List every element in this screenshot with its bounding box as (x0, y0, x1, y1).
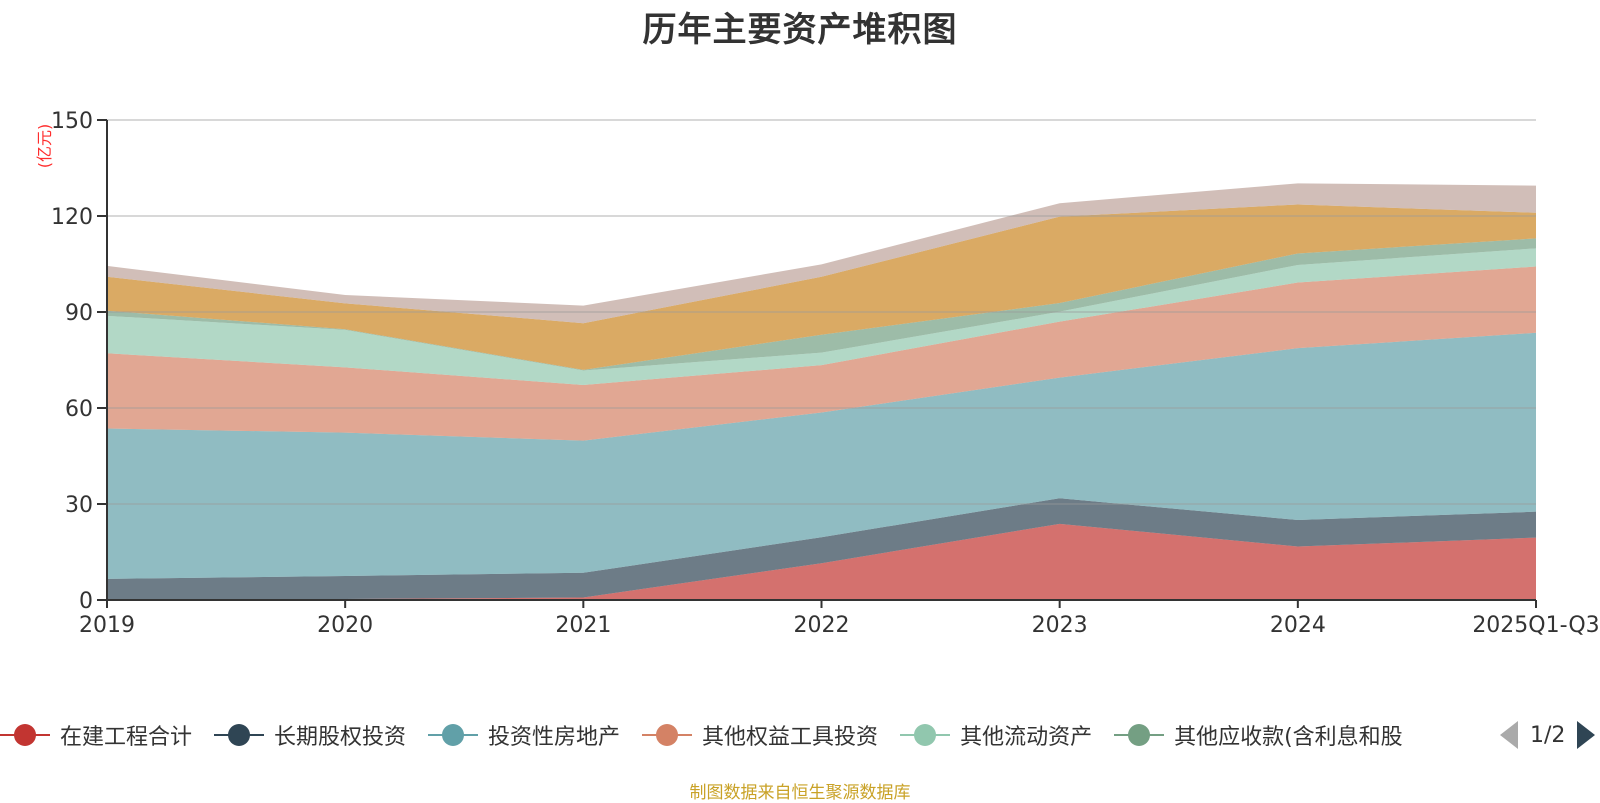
x-tick-label: 2024 (1270, 613, 1326, 638)
legend-item[interactable]: 其他权益工具投资 (642, 719, 878, 751)
legend-label: 其他权益工具投资 (702, 725, 879, 750)
y-tick-label: 30 (65, 493, 93, 518)
legend-marker-icon (214, 722, 265, 748)
legend-item[interactable]: 长期股权投资 (214, 719, 406, 751)
x-tick-label: 2025Q1-Q3 (1472, 613, 1599, 638)
y-tick-label: 150 (51, 109, 93, 134)
legend: 在建工程合计 长期股权投资 投资性房地产 其他权益工具投资 其他流动资产 其他应收款(含利… (0, 718, 1425, 752)
area-series-2 (107, 498, 1536, 600)
legend-page-indicator: 1/2 (1530, 722, 1566, 748)
legend-label: 在建工程合计 (60, 725, 193, 750)
data-source-note: 制图数据来自恒生聚源数据库 (689, 783, 911, 803)
legend-marker-icon (900, 722, 951, 748)
y-axis-unit-label: (亿元) (35, 124, 54, 169)
x-tick-label: 2020 (317, 613, 373, 638)
area-series-5 (107, 248, 1536, 385)
legend-marker-icon (642, 722, 693, 748)
chart-title: 历年主要资产堆积图 (642, 10, 958, 50)
legend-next-page-icon[interactable] (1577, 721, 1596, 749)
y-tick-label: 90 (65, 301, 93, 326)
legend-marker-icon (0, 722, 50, 748)
x-tick-label: 2021 (555, 613, 611, 638)
legend-label: 其他流动资产 (960, 725, 1093, 750)
legend-item[interactable]: 投资性房地产 (428, 719, 620, 751)
legend-item[interactable]: 在建工程合计 (0, 719, 192, 751)
y-tick-label: 120 (51, 205, 93, 230)
stacked-area-chart: 0 30 60 90 120 150 2019 2020 2021 2022 2023 2024 202… (35, 109, 1600, 638)
area-series-1 (107, 523, 1536, 600)
x-tick-label: 2023 (1032, 613, 1088, 638)
area-series-6 (107, 238, 1536, 371)
legend-pager: 1/2 (1500, 718, 1596, 752)
legend-prev-page-icon[interactable] (1500, 721, 1518, 749)
legend-marker-icon (1114, 722, 1165, 748)
y-tick-label: 0 (79, 589, 93, 614)
legend-item[interactable]: 其他应收款(含利息和股 (1114, 719, 1403, 751)
y-tick-label: 60 (65, 397, 93, 422)
legend-marker-icon (428, 722, 479, 748)
area-series-8 (107, 183, 1536, 324)
x-tick-label: 2022 (794, 613, 850, 638)
area-series-4 (107, 266, 1536, 441)
legend-item[interactable]: 其他流动资产 (900, 719, 1092, 751)
legend-label: 其他应收款(含利息和股 (1174, 725, 1403, 750)
legend-label: 长期股权投资 (274, 725, 407, 750)
legend-label: 投资性房地产 (488, 725, 621, 750)
x-tick-label: 2019 (79, 613, 135, 638)
area-series-7 (107, 204, 1536, 370)
area-series-3 (107, 332, 1536, 579)
